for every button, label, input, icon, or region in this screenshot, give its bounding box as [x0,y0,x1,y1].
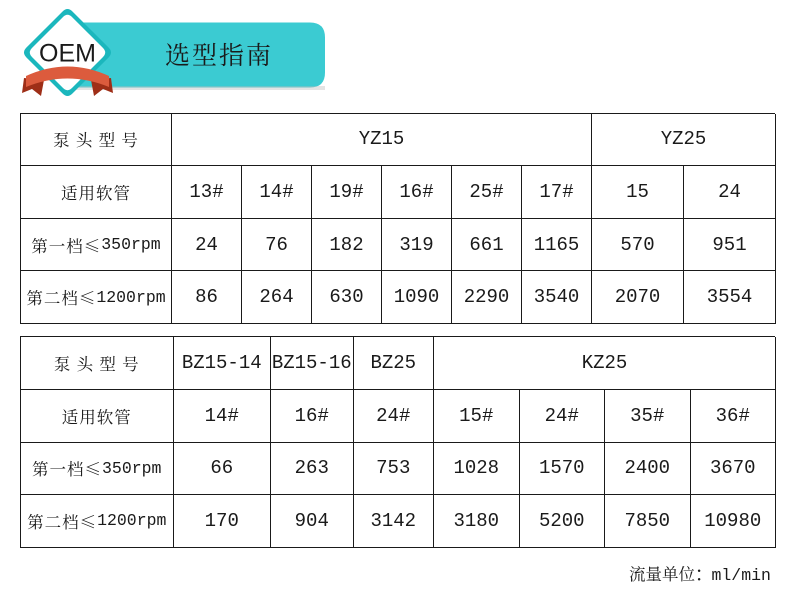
svg-text:OEM: OEM [39,40,96,68]
svg-text:选型指南: 选型指南 [165,36,273,72]
